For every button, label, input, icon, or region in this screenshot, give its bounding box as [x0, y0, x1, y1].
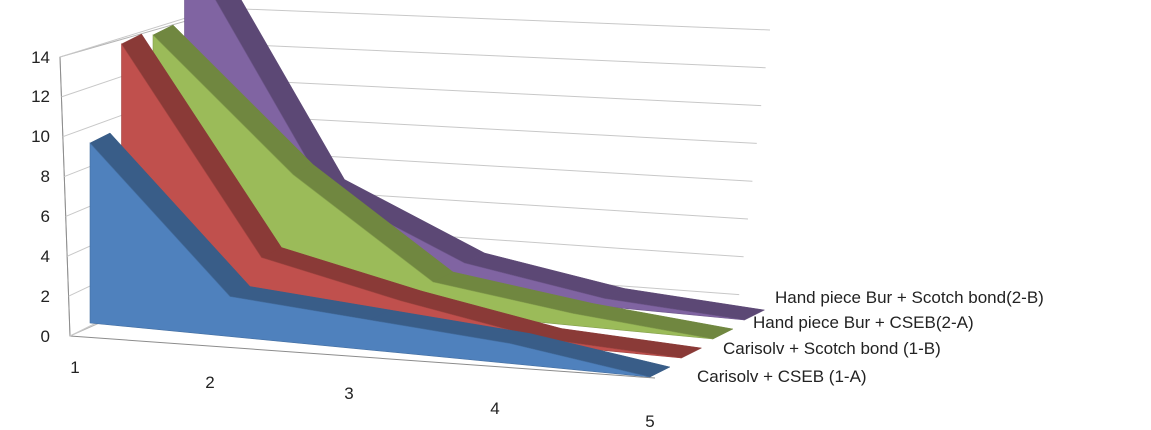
x-tick-label: 1: [70, 358, 79, 377]
series-labels: Hand piece Bur + Scotch bond(2-B) Hand p…: [697, 288, 1044, 386]
x-tick-label: 3: [344, 384, 353, 403]
y-tick-label: 10: [31, 127, 50, 146]
x-axis-ticks: 1 2 3 4 5: [70, 358, 654, 430]
gridline-back: [217, 7, 771, 31]
series-front-face: [121, 42, 682, 359]
x-axis-line: [69, 335, 656, 379]
y-tick-label: 0: [41, 327, 50, 346]
series-label-1a: Carisolv + CSEB (1-A): [697, 367, 867, 386]
gridline-back: [222, 114, 757, 144]
series-1: [121, 33, 703, 359]
y-tick-label: 12: [31, 87, 50, 106]
series-front-face: [89, 142, 651, 378]
gridline-back: [220, 78, 762, 107]
y-tick-label: 8: [41, 167, 50, 186]
gridline-back: [219, 43, 766, 69]
y-axis-line: [59, 56, 71, 337]
series-label-1b: Carisolv + Scotch bond (1-B): [723, 339, 941, 358]
series-layer: [89, 0, 766, 378]
x-tick-label: 5: [645, 412, 654, 430]
y-tick-label: 2: [41, 287, 50, 306]
y-axis-ticks: 0 2 4 6 8 10 12 14: [31, 48, 50, 346]
series-0: [89, 132, 671, 378]
y-tick-label: 14: [31, 48, 50, 67]
y-tick-label: 4: [41, 247, 50, 266]
series-label-2b: Hand piece Bur + Scotch bond(2-B): [775, 288, 1044, 307]
x-tick-label: 2: [205, 373, 214, 392]
y-tick-label: 6: [41, 207, 50, 226]
x-tick-label: 4: [490, 399, 499, 418]
series-label-2a: Hand piece Bur + CSEB(2-A): [753, 313, 974, 332]
